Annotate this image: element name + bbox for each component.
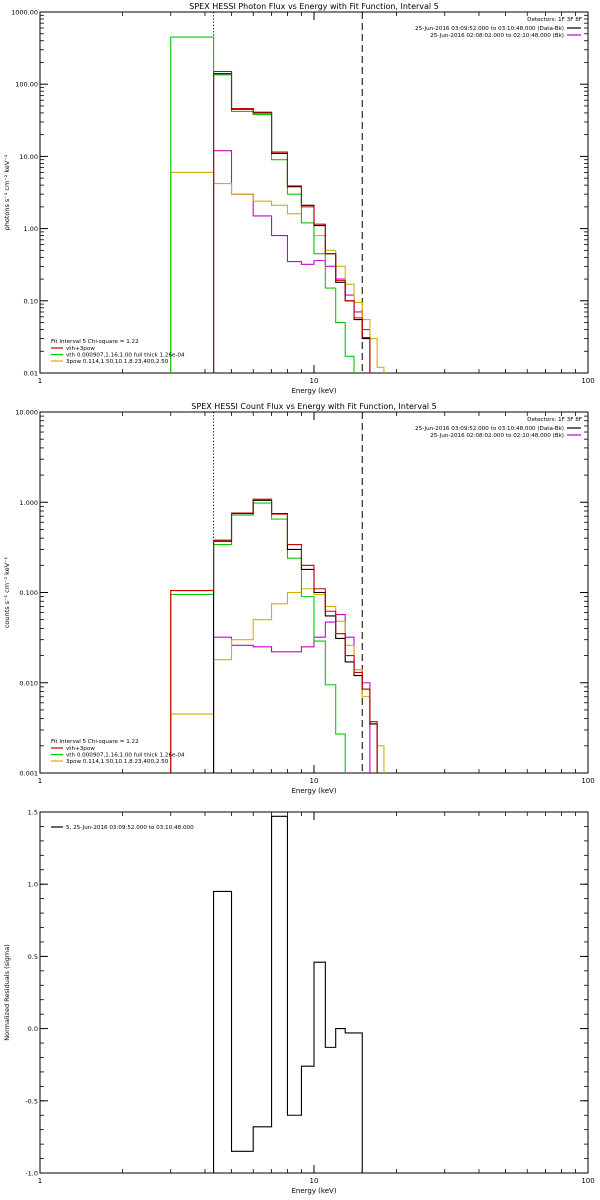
legend-left-label: vth 0.000907,1.16,1.00 full thick 1.26e-… — [66, 353, 185, 359]
x-tick-label: 10 — [310, 1177, 319, 1185]
legend-fit-header: Fit Interval 5 Chi-square = 1.22 — [51, 739, 139, 745]
y-tick-label: 0.0 — [28, 1025, 38, 1033]
x-tick-label: 100 — [581, 1177, 594, 1185]
legend-right-label: 25-Jun-2016 03:09:52.000 to 03:10:48.000… — [415, 426, 564, 432]
legend-left-label: vth 0.000907,1.16,1.00 full thick 1.26e-… — [66, 753, 185, 759]
y-axis-label: photons s⁻¹ cm⁻² keV⁻¹ — [3, 154, 11, 230]
legend-left-label: 3pow 0.114,1.50,10.1,8.23,400,2.50 — [66, 359, 169, 365]
legend-right-label: 25-Jun-2016 02:08:02.000 to 02:10:48.000… — [430, 33, 564, 39]
x-tick-label: 100 — [581, 777, 594, 785]
x-tick-label: 1 — [38, 377, 42, 385]
series-comp2-line — [170, 171, 385, 373]
y-tick-label: 100.00 — [15, 81, 38, 89]
x-tick-label: 10 — [310, 377, 319, 385]
residuals-chart: 1 10 100 Energy (keV) -1.0 -0.5 0.0 0.5 1.0 1.5 No… — [3, 809, 595, 1196]
photon-flux-chart: SPEX HESSI Photon Flux vs Energy with Fi… — [3, 2, 595, 395]
x-tick-label: 10 — [310, 777, 319, 785]
x-tick-label: 1 — [38, 777, 42, 785]
series-fit-line — [170, 498, 378, 773]
legend-left-label: 3pow 0.114,1.50,10.1,8.23,400,2.50 — [66, 759, 169, 765]
x-tick-label: 1 — [38, 1177, 42, 1185]
y-tick-label: 1.0 — [28, 881, 38, 889]
legend-detectors: Detectors: 1F 3F 8F — [527, 17, 582, 23]
y-tick-label: 0.10 — [24, 297, 38, 305]
series-comp2-line — [170, 588, 385, 773]
legend-left-label: vth+3pow — [66, 346, 95, 352]
y-tick-label: 0.5 — [28, 953, 38, 961]
y-axis-label: counts s⁻¹ cm⁻² keV⁻¹ — [3, 556, 11, 628]
legend-right-label: 25-Jun-2016 03:09:52.000 to 03:10:48.000… — [415, 26, 564, 32]
legend-left-label: 5, 25-Jun-2016 03:09:52.000 to 03:10:48.… — [66, 825, 194, 831]
legend-right-label: 25-Jun-2016 02:08:02.000 to 02:10:48.000… — [430, 433, 564, 439]
y-tick-label: 1.5 — [28, 809, 38, 817]
y-axis-label: Normalized Residuals (sigma) — [3, 944, 11, 1041]
y-tick-label: 0.001 — [19, 770, 38, 778]
legend-fit-header: Fit Interval 5 Chi-square = 1.22 — [51, 339, 139, 345]
x-axis-label: Energy (keV) — [291, 787, 336, 795]
y-tick-label: 10.000 — [15, 409, 38, 417]
x-tick-label: 100 — [581, 377, 594, 385]
y-tick-label: 1.00 — [24, 225, 38, 233]
series-resid-line — [213, 815, 363, 1173]
y-tick-label: 0.01 — [24, 370, 38, 378]
x-axis-label: Energy (keV) — [291, 1187, 336, 1195]
y-tick-label: 10.00 — [19, 153, 38, 161]
y-tick-label: 0.100 — [19, 589, 38, 597]
y-tick-label: 1.000 — [19, 499, 38, 507]
legend-left-label: vth+3pow — [66, 746, 95, 752]
legend-detectors: Detectors: 1F 3F 8F — [527, 417, 582, 423]
x-axis-label: Energy (keV) — [291, 387, 336, 395]
chart-title: SPEX HESSI Photon Flux vs Energy with Fi… — [189, 2, 439, 11]
series-fit-line — [213, 70, 371, 373]
y-tick-label: -0.5 — [25, 1097, 38, 1105]
y-tick-label: 0.010 — [19, 679, 38, 687]
count-flux-chart: SPEX HESSI Count Flux vs Energy with Fit… — [3, 402, 595, 795]
y-tick-label: -1.0 — [25, 1170, 38, 1178]
y-tick-label: 1000.00 — [11, 9, 38, 17]
series-comp1-line — [170, 36, 355, 373]
chart-title: SPEX HESSI Count Flux vs Energy with Fit… — [191, 402, 436, 411]
